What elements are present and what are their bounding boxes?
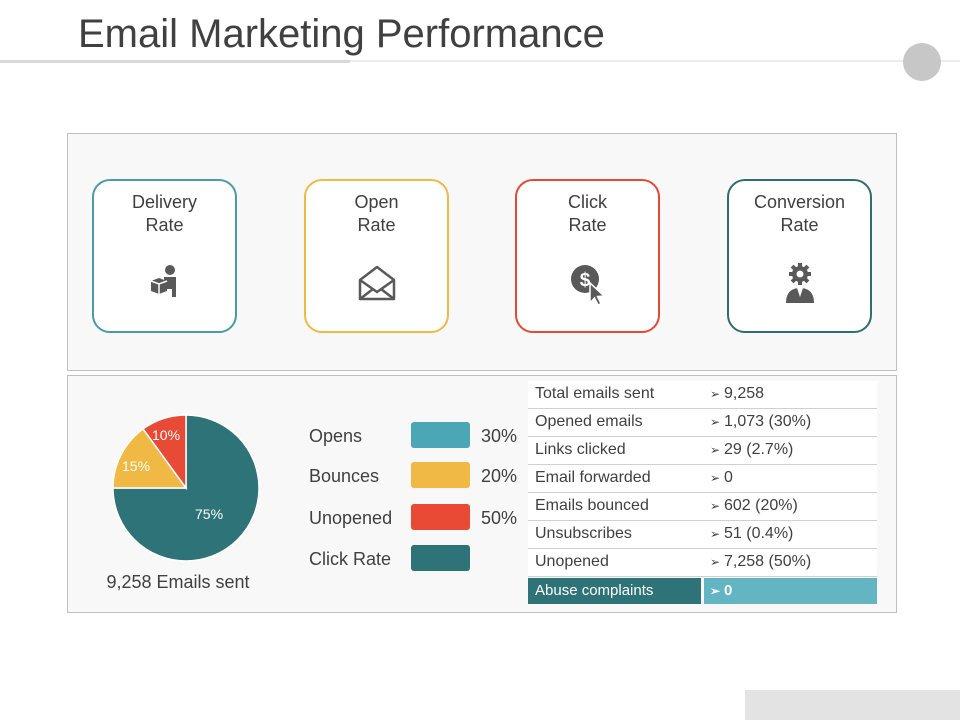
- stat-value: ➢ 1,073 (30%): [710, 413, 812, 430]
- legend-label-opens: Opens: [309, 426, 363, 446]
- svg-text:$: $: [579, 270, 590, 291]
- stat-value: ➢ 7,258 (50%): [710, 553, 812, 570]
- legend-swatch-unopened: [411, 504, 470, 530]
- card-click-rate[interactable]: Click Rate $: [515, 179, 660, 333]
- stat-value: ➢ 0: [710, 582, 733, 599]
- stat-value: ➢ 0: [710, 469, 733, 486]
- stat-value: ➢ 9,258: [710, 385, 765, 402]
- legend-label-bounces: Bounces: [309, 466, 380, 486]
- card-conversion-rate[interactable]: Conversion Rate: [727, 179, 872, 333]
- legend-value-opens: 30%: [481, 426, 518, 446]
- pie-chart: 10% 15% 75%: [112, 414, 260, 562]
- arrow-icon: ➢: [710, 527, 721, 541]
- open-envelope-icon: [358, 265, 395, 301]
- title-divider-right: [350, 60, 960, 62]
- pie-slice-10: [142, 414, 187, 491]
- table-row: Total emails sent ➢ 9,258: [528, 381, 877, 409]
- stat-label: Unopened: [535, 553, 609, 570]
- legend-value-unopened: 50%: [481, 508, 518, 528]
- card-label: Open Rate: [354, 192, 399, 235]
- pie-slice-15: [112, 427, 188, 489]
- highlight-label-cell: [528, 578, 701, 604]
- arrow-icon: ➢: [710, 387, 721, 401]
- decorative-circle: [903, 43, 941, 81]
- legend-label-click-rate: Click Rate: [309, 549, 392, 569]
- stat-label: Abuse complaints: [535, 582, 654, 599]
- stat-label: Unsubscribes: [535, 525, 632, 542]
- stat-label: Opened emails: [535, 413, 643, 430]
- pie-label-75: 75%: [195, 506, 224, 522]
- pie-caption: 9,258 Emails sent: [106, 572, 250, 592]
- arrow-icon: ➢: [710, 443, 721, 457]
- table-row: Unsubscribes ➢ 51 (0.4%): [528, 521, 877, 549]
- pie-slice-75: [112, 414, 260, 562]
- pie-label-15: 15%: [122, 458, 151, 474]
- table-row: Email forwarded ➢ 0: [528, 465, 877, 493]
- table-row: Links clicked ➢ 29 (2.7%): [528, 437, 877, 465]
- table-row-highlight: Abuse complaints ➢ 0: [528, 578, 877, 606]
- pie-label-10: 10%: [152, 427, 181, 443]
- stat-value: ➢ 602 (20%): [710, 497, 798, 514]
- stats-panel: 10% 15% 75% 9,258 Emails sent Opens 30% …: [67, 375, 897, 613]
- legend-swatch-bounces: [411, 462, 470, 488]
- page-title: Email Marketing Performance: [78, 12, 605, 56]
- stat-value: ➢ 29 (2.7%): [710, 441, 794, 458]
- card-label: Delivery Rate: [131, 192, 197, 235]
- card-delivery-rate[interactable]: Delivery Rate: [92, 179, 237, 333]
- table-row: Unopened ➢ 7,258 (50%): [528, 549, 877, 577]
- stat-label: Total emails sent: [535, 385, 655, 402]
- card-open-rate[interactable]: Open Rate: [304, 179, 449, 333]
- kpi-panel: Delivery Rate Open Rate Click Rate $ Con…: [67, 133, 897, 371]
- pie-chart-svg: [112, 414, 260, 562]
- highlight-value-cell: [704, 578, 877, 604]
- stat-value: ➢ 51 (0.4%): [710, 525, 794, 542]
- stat-label: Email forwarded: [535, 469, 651, 486]
- table-row: Emails bounced ➢ 602 (20%): [528, 493, 877, 521]
- arrow-icon: ➢: [710, 584, 721, 598]
- gear-person-icon: [785, 263, 814, 303]
- arrow-icon: ➢: [710, 471, 721, 485]
- delivery-person-icon: [150, 265, 176, 297]
- arrow-icon: ➢: [710, 555, 721, 569]
- arrow-icon: ➢: [710, 499, 721, 513]
- stat-label: Emails bounced: [535, 497, 649, 514]
- dollar-click-icon: $: [570, 265, 606, 305]
- title-divider: [0, 60, 350, 63]
- card-label: Click Rate: [568, 192, 607, 235]
- legend-value-bounces: 20%: [481, 466, 518, 486]
- legend-swatch-click-rate: [411, 545, 470, 571]
- arrow-icon: ➢: [710, 415, 721, 429]
- legend-label-unopened: Unopened: [309, 508, 393, 528]
- table-row: Opened emails ➢ 1,073 (30%): [528, 409, 877, 437]
- legend-swatch-opens: [411, 422, 470, 448]
- stat-label: Links clicked: [535, 441, 626, 458]
- card-label: Conversion Rate: [753, 192, 846, 235]
- decorative-bar: [745, 690, 960, 720]
